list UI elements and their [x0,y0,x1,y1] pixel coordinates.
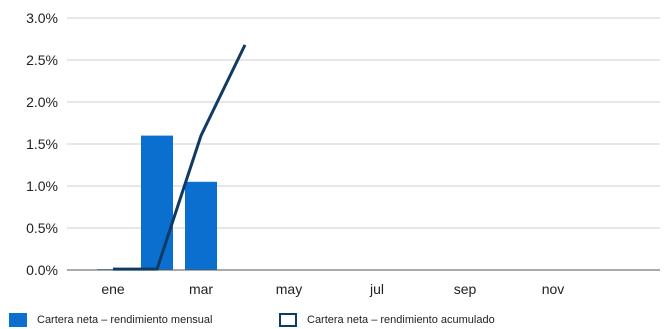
legend-item-cumulative: Cartera neta – rendimiento acumulado [279,313,495,327]
legend-label-cumulative: Cartera neta – rendimiento acumulado [307,314,495,326]
legend-swatch-cumulative [279,313,297,327]
legend-swatch-monthly [9,313,27,327]
y-tick-label: 3.0% [26,10,58,26]
y-tick-label: 2.0% [26,94,58,110]
x-tick-label: may [276,281,302,297]
legend-label-monthly: Cartera neta – rendimiento mensual [37,314,213,326]
y-tick-label: 0.5% [26,220,58,236]
x-tick-label: ene [101,281,125,297]
x-tick-label: sep [454,281,477,297]
y-tick-label: 0.0% [26,262,58,278]
y-tick-label: 1.0% [26,178,58,194]
x-tick-label: jul [369,281,384,297]
legend: Cartera neta – rendimiento mensual Carte… [0,309,666,329]
x-tick-label: nov [542,281,565,297]
x-tick-label: mar [189,281,213,297]
chart-svg: 0.0% 0.5% 1.0% 1.5% 2.0% 2.5% 3.0% ene mar may jul… [26,10,660,297]
y-tick-label: 1.5% [26,136,58,152]
bar [141,135,173,270]
bar [185,181,217,270]
legend-item-monthly: Cartera neta – rendimiento mensual [9,313,212,327]
y-tick-label: 2.5% [26,52,58,68]
cumulative-line [113,44,247,271]
